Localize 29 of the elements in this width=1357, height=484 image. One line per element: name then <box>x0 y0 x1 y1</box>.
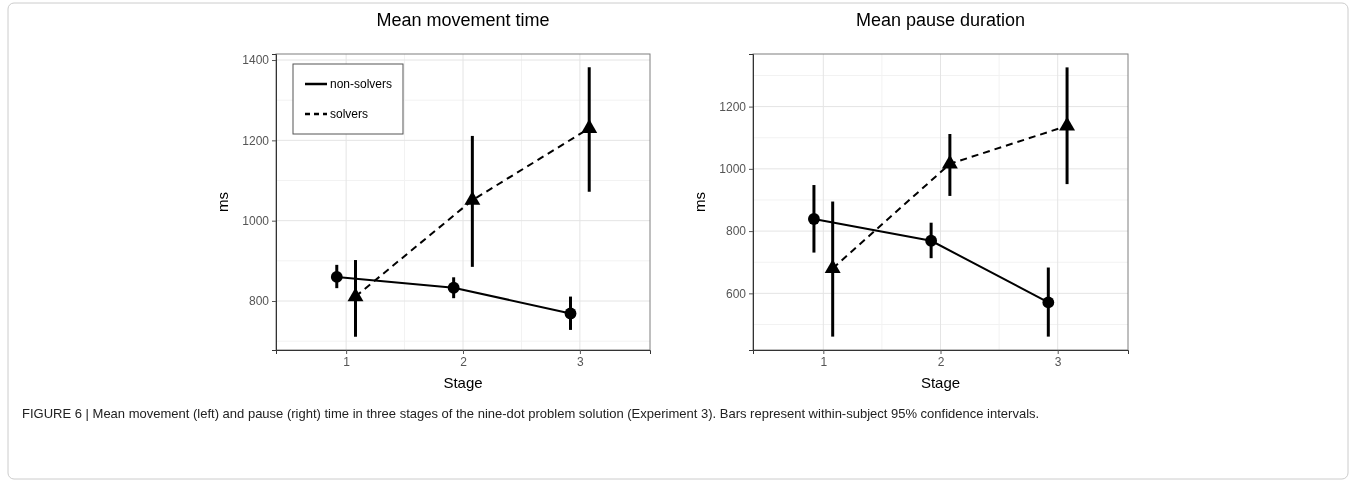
y-tick-label: 800 <box>248 294 270 309</box>
y-axis-title: ms <box>214 192 231 212</box>
x-tick-label: 2 <box>937 354 945 369</box>
y-tick-label: 1200 <box>719 99 747 114</box>
chart-title: Mean pause duration <box>855 10 1026 30</box>
legend-label: solvers <box>330 107 369 121</box>
point <box>941 154 958 169</box>
y-tick-label: 800 <box>725 224 747 239</box>
y-tick-label: 600 <box>725 286 747 301</box>
x-tick-label: 3 <box>577 354 585 369</box>
y-tick-label: 1000 <box>242 214 270 229</box>
x-tick-label: 3 <box>1054 354 1062 369</box>
point <box>925 234 938 247</box>
x-tick-label: 2 <box>460 354 468 369</box>
point <box>1042 296 1055 309</box>
y-tick-label: 1200 <box>242 133 270 148</box>
x-axis-title: Stage <box>443 374 483 391</box>
y-tick-label: 1000 <box>719 162 747 177</box>
point <box>1059 116 1076 131</box>
legend-label: non-solvers <box>330 77 393 91</box>
x-axis-title: Stage <box>920 374 961 391</box>
y-axis-title: ms <box>691 192 708 212</box>
caption: FIGURE 6 | Mean movement (left) and pause (right) time in three stages of the nine-dot problem solution (Experiment 3). Bars represent within-subject 95% confidence intervals. <box>22 405 1041 423</box>
x-tick-label: 1 <box>343 354 351 369</box>
point <box>808 213 820 225</box>
y-tick-label: 1400 <box>242 53 270 68</box>
chart-title: Mean movement time <box>376 10 550 30</box>
x-tick-label: 1 <box>820 354 828 369</box>
point <box>824 259 841 274</box>
